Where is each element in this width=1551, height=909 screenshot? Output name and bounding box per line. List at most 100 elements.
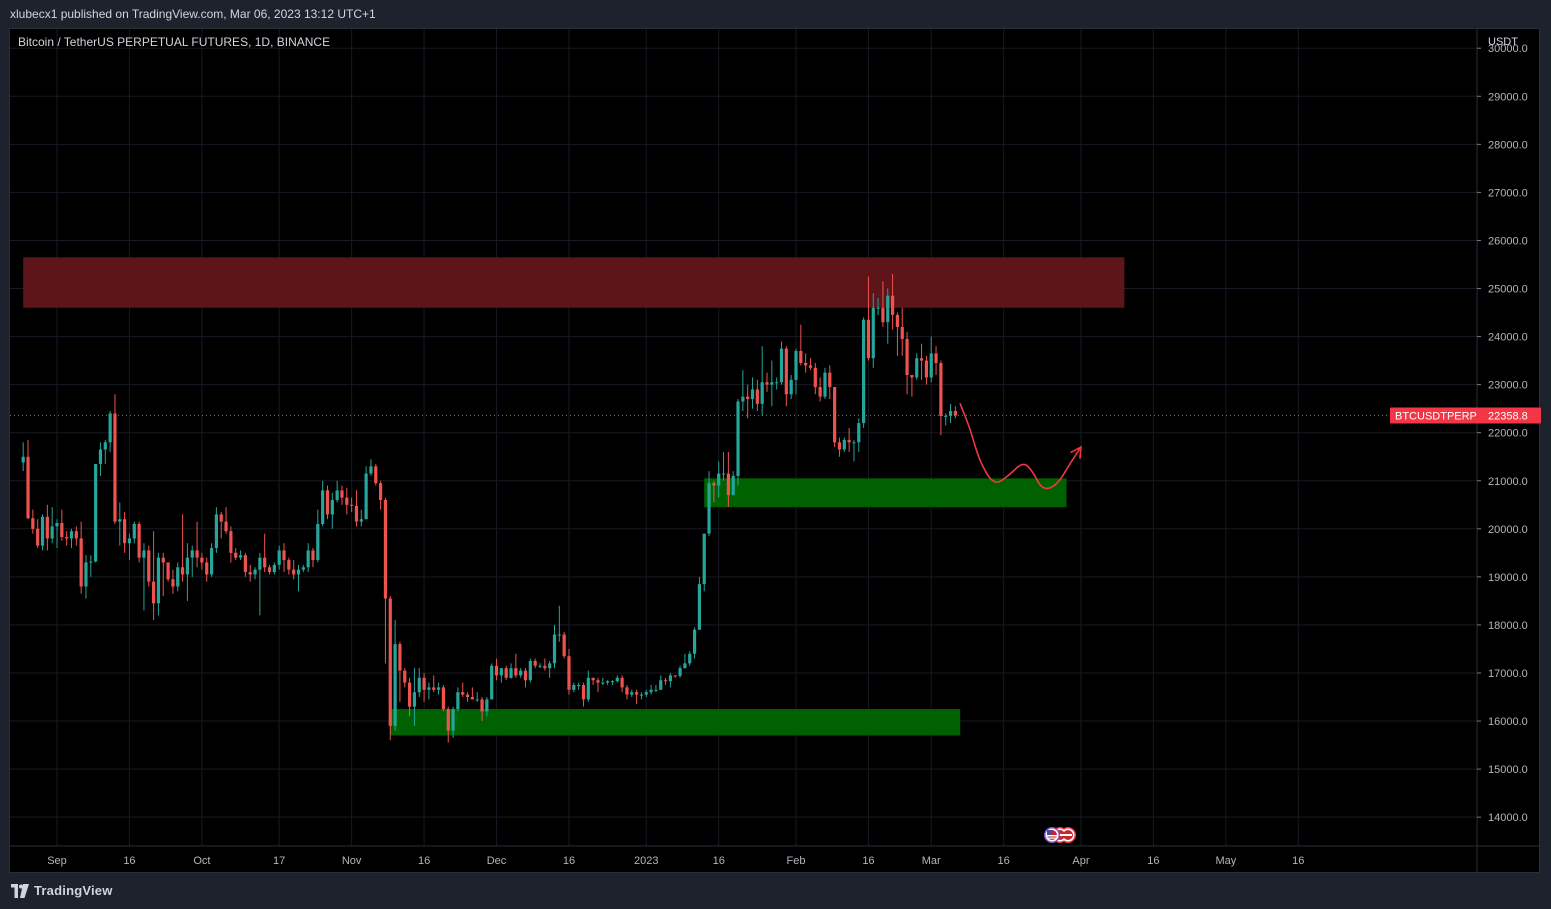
candle bbox=[804, 353, 808, 373]
candle bbox=[789, 375, 793, 400]
candle-body bbox=[374, 466, 378, 484]
time-tick-label: Apr bbox=[1072, 855, 1089, 867]
candle bbox=[736, 399, 740, 486]
candle-body bbox=[866, 319, 871, 359]
candle-body bbox=[794, 350, 798, 380]
price-tick-label: 14000.0 bbox=[1488, 812, 1528, 824]
candle-body bbox=[127, 538, 132, 544]
candlestick-chart[interactable]: 30000.0 29000.0 28000.0 27000.0 26000.0 25000… bbox=[10, 29, 1541, 874]
candle-body bbox=[301, 567, 305, 570]
candle bbox=[775, 377, 779, 390]
candle-body bbox=[760, 382, 764, 404]
candle bbox=[350, 497, 354, 512]
candle-body bbox=[214, 514, 218, 549]
candle-body bbox=[393, 644, 397, 726]
candle bbox=[142, 543, 146, 611]
candle bbox=[98, 442, 103, 476]
candle-body bbox=[615, 677, 619, 682]
zones bbox=[23, 257, 1125, 736]
chart-title: Bitcoin / TetherUS PERPETUAL FUTURES, 1D… bbox=[18, 35, 330, 49]
candle-body bbox=[84, 562, 88, 587]
candle bbox=[625, 685, 629, 700]
candle bbox=[50, 507, 54, 544]
us-flag-event-icon[interactable] bbox=[1044, 827, 1076, 843]
candle-body bbox=[519, 670, 523, 676]
candle-body bbox=[118, 519, 122, 522]
candle-body bbox=[65, 536, 69, 539]
candle-body bbox=[610, 681, 615, 683]
time-tick-label: 17 bbox=[273, 855, 285, 867]
candle-body bbox=[746, 396, 750, 400]
candle-body bbox=[523, 670, 528, 681]
candle bbox=[823, 367, 827, 400]
candle bbox=[562, 632, 566, 659]
candle bbox=[886, 288, 890, 344]
candle-body bbox=[862, 319, 866, 424]
candle-body bbox=[644, 692, 648, 695]
candle-body bbox=[209, 548, 214, 575]
candle-body bbox=[741, 396, 745, 402]
candle-body bbox=[190, 550, 194, 558]
time-tick-label: 16 bbox=[998, 855, 1010, 867]
candle-body bbox=[108, 413, 112, 443]
candle-body bbox=[731, 475, 735, 496]
candle-body bbox=[663, 680, 668, 682]
candle-body bbox=[929, 353, 933, 378]
candle bbox=[779, 341, 784, 385]
candle-body bbox=[581, 685, 586, 700]
price-tick-label: 20000.0 bbox=[1488, 524, 1528, 536]
time-tick-label: Nov bbox=[342, 855, 362, 867]
candle bbox=[403, 668, 407, 688]
candle bbox=[837, 437, 842, 457]
candle-body bbox=[601, 682, 605, 684]
last-price-marker: BTCUSDTPERP 22358.8 bbox=[1390, 407, 1541, 424]
candle bbox=[427, 682, 431, 700]
candle bbox=[243, 552, 247, 577]
candle bbox=[374, 463, 378, 486]
candle bbox=[340, 485, 344, 505]
candle-body bbox=[224, 521, 228, 532]
candle-body bbox=[176, 567, 180, 587]
candle-body bbox=[407, 682, 412, 707]
candle bbox=[31, 509, 35, 534]
price-tick-label: 18000.0 bbox=[1488, 620, 1528, 632]
price-tick-label: 16000.0 bbox=[1488, 716, 1528, 728]
candle-body bbox=[398, 644, 402, 671]
candle bbox=[712, 480, 716, 503]
candle-body bbox=[543, 665, 547, 669]
candle bbox=[475, 692, 479, 702]
candle bbox=[663, 677, 668, 686]
candle-body bbox=[639, 694, 644, 696]
candle bbox=[673, 675, 677, 678]
candle bbox=[717, 461, 721, 498]
chart-frame[interactable]: 30000.0 29000.0 28000.0 27000.0 26000.0 25000… bbox=[9, 28, 1541, 874]
candle bbox=[543, 658, 547, 671]
resistance-zone bbox=[23, 257, 1125, 308]
candle-body bbox=[654, 689, 658, 691]
time-tick-label: 16 bbox=[418, 855, 430, 867]
time-axis[interactable]: Sep 16 Oct 17 Nov 16 Dec 16 2023 16 Feb 16 Mar 16 Apr 1… bbox=[47, 855, 1304, 867]
candle-body bbox=[359, 519, 363, 522]
candle-body bbox=[229, 531, 233, 553]
price-tick-label: 23000.0 bbox=[1488, 380, 1528, 392]
candle-body bbox=[132, 524, 136, 539]
candle bbox=[591, 677, 595, 686]
candle-body bbox=[166, 562, 170, 580]
candle bbox=[808, 358, 813, 371]
time-tick-label: Oct bbox=[193, 855, 210, 867]
candle-body bbox=[833, 387, 837, 443]
candle-body bbox=[673, 675, 677, 677]
candle bbox=[69, 528, 74, 549]
candle bbox=[707, 471, 711, 537]
candle bbox=[620, 675, 624, 693]
candle bbox=[277, 545, 281, 570]
candle bbox=[852, 439, 856, 462]
candle-body bbox=[180, 567, 185, 575]
tradingview-logo[interactable]: TradingView bbox=[10, 883, 113, 898]
price-axis[interactable]: 30000.0 29000.0 28000.0 27000.0 26000.0 25000… bbox=[1477, 43, 1528, 824]
candle-body bbox=[123, 519, 127, 544]
candle bbox=[180, 514, 185, 582]
candle-body bbox=[905, 338, 909, 376]
candle-body bbox=[915, 358, 919, 378]
candle bbox=[528, 658, 532, 683]
